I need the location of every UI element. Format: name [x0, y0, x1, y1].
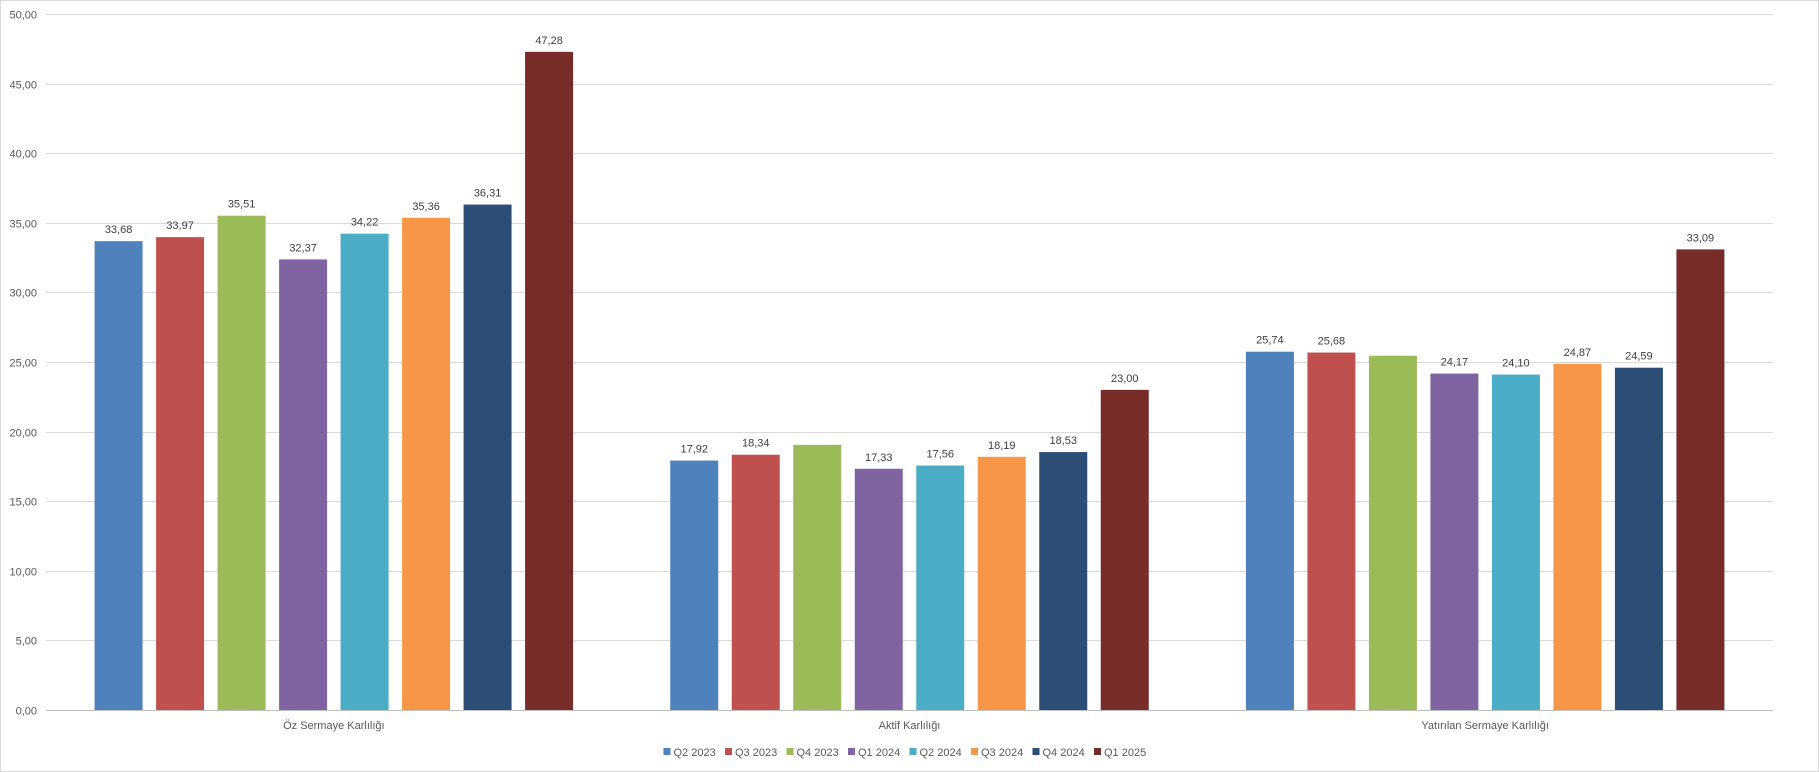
bar: [340, 233, 389, 710]
category-label: Öz Sermaye Karlılığı: [283, 720, 384, 732]
x-axis-categories: Öz Sermaye Karlılığı Aktif Karlılığı Yatır…: [283, 720, 1549, 732]
legend-swatch: [663, 748, 671, 755]
y-tick-label: 50,00: [9, 10, 37, 22]
y-tick-label: 30,00: [9, 288, 37, 300]
gridlines: [46, 14, 1773, 711]
data-label: 18,53: [1049, 435, 1077, 447]
data-label: 32,37: [289, 242, 317, 254]
bar: [94, 241, 143, 711]
y-tick-label: 10,00: [9, 567, 37, 579]
bar: [525, 51, 574, 710]
legend: Q2 2023 Q3 2023 Q4 2023 Q1 2024 Q2 2024 Q3 20…: [663, 747, 1146, 759]
legend-swatch: [786, 748, 794, 755]
data-label: 33,09: [1687, 232, 1715, 244]
data-label: 47,28: [535, 35, 563, 47]
bar: [977, 456, 1026, 710]
data-label: 33,97: [166, 220, 194, 232]
data-label: 23,00: [1111, 373, 1139, 385]
bar: [1307, 352, 1356, 710]
data-label: 25,74: [1256, 335, 1284, 347]
legend-label: Q2 2024: [920, 747, 962, 759]
data-labels: 33,68 33,97 35,51 32,37 34,22 35,36 36,31 47,28…: [105, 35, 1714, 464]
bar: [279, 259, 328, 710]
legend-swatch: [1032, 748, 1040, 755]
bar: [1368, 355, 1417, 710]
data-label: 17,56: [926, 449, 954, 461]
bar: [1491, 374, 1540, 710]
legend-swatch: [725, 748, 732, 755]
bars: [94, 51, 1725, 711]
data-label: 18,34: [742, 438, 770, 450]
bar: [1245, 351, 1294, 710]
bar: [402, 217, 451, 710]
y-tick-label: 40,00: [9, 149, 37, 161]
legend-label: Q4 2024: [1043, 747, 1085, 759]
data-label: 35,51: [228, 199, 256, 211]
y-tick-label: 15,00: [9, 497, 37, 509]
y-tick-label: 25,00: [9, 358, 37, 370]
data-label: 24,10: [1502, 358, 1530, 370]
y-tick-label: 45,00: [9, 80, 37, 92]
bar: [463, 204, 512, 710]
data-label: 17,33: [865, 452, 893, 464]
bar: [731, 454, 780, 710]
legend-label: Q4 2023: [797, 747, 839, 759]
bar: [916, 465, 965, 710]
y-tick-label: 35,00: [9, 219, 37, 231]
legend-label: Q1 2025: [1104, 747, 1146, 759]
bar: [1430, 373, 1479, 710]
y-tick-label: 0,00: [16, 706, 37, 718]
legend-label: Q3 2024: [981, 747, 1023, 759]
bar: [1676, 249, 1725, 710]
y-axis-ticks: 0,00 5,00 10,00 15,00 20,00 25,00 30,00 35,00 40…: [9, 10, 37, 718]
y-tick-label: 5,00: [16, 636, 37, 648]
legend-label: Q3 2023: [735, 747, 777, 759]
bar: [1614, 367, 1663, 710]
bar: [156, 237, 205, 710]
bar: [1039, 452, 1088, 710]
legend-label: Q2 2023: [674, 747, 716, 759]
category-label: Aktif Karlılığı: [879, 720, 941, 732]
bar: [854, 468, 903, 710]
category-label: Yatırılan Sermaye Karlılığı: [1421, 720, 1549, 732]
data-label: 34,22: [351, 217, 379, 229]
legend-label: Q1 2024: [858, 747, 900, 759]
legend-swatch: [1094, 748, 1101, 755]
data-label: 18,19: [988, 440, 1016, 452]
bar: [217, 215, 266, 710]
data-label: 17,92: [680, 444, 708, 456]
data-label: 35,36: [412, 201, 440, 213]
bar: [1553, 363, 1602, 710]
bar: [1100, 389, 1149, 710]
data-label: 24,87: [1564, 347, 1592, 359]
legend-swatch: [848, 748, 855, 755]
legend-swatch: [971, 748, 978, 755]
data-label: 24,17: [1441, 357, 1469, 369]
legend-swatch: [909, 748, 917, 755]
bar: [793, 444, 842, 710]
data-label: 25,68: [1318, 336, 1346, 348]
data-label: 36,31: [474, 188, 502, 200]
data-label: 24,59: [1625, 351, 1653, 363]
bar: [670, 460, 719, 710]
y-tick-label: 20,00: [9, 428, 37, 440]
data-label: 33,68: [105, 224, 133, 236]
